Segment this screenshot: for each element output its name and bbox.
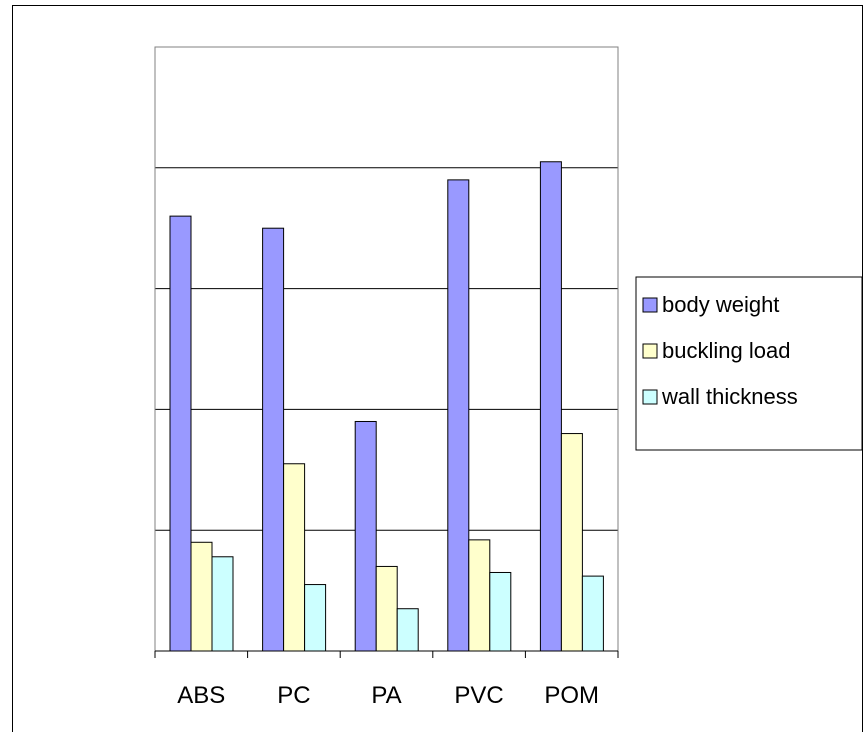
legend-label-buckling-load: buckling load [662, 338, 790, 363]
bar-abs-wall-thickness [211, 556, 234, 652]
bar-pvc-buckling-load [468, 539, 491, 652]
bar-pom-body-weight [539, 161, 562, 652]
bar-abs-buckling-load [190, 541, 213, 652]
bar-pom-wall-thickness [581, 575, 604, 652]
legend-swatch-body-weight [642, 297, 658, 313]
bar-pc-buckling-load [283, 463, 306, 652]
legend-swatch-buckling-load [642, 343, 658, 359]
x-tick-label-pvc: PVC [454, 682, 503, 709]
bar-pvc-wall-thickness [489, 571, 512, 652]
x-tick-label-pc: PC [277, 682, 310, 709]
bar-pvc-body-weight [447, 179, 470, 652]
bar-pa-wall-thickness [396, 608, 419, 652]
legend-label-body-weight: body weight [662, 292, 779, 317]
bar-pa-body-weight [354, 420, 377, 652]
x-tick-label-pom: POM [544, 682, 599, 709]
legend-swatch-wall-thickness [642, 389, 658, 405]
bar-pc-wall-thickness [304, 584, 327, 652]
x-tick-label-pa: PA [371, 682, 401, 709]
x-tick-label-abs: ABS [177, 682, 225, 709]
bar-pc-body-weight [262, 227, 285, 652]
bars [169, 161, 604, 652]
x-axis: ABS PC PA PVC POM [154, 650, 619, 709]
bar-pom-buckling-load [560, 433, 583, 652]
legend-label-wall-thickness: wall thickness [661, 384, 798, 409]
bar-pa-buckling-load [375, 565, 398, 652]
legend-box [635, 276, 863, 451]
bar-abs-body-weight [169, 215, 192, 652]
legend: body weight buckling load wall thickness [635, 276, 863, 451]
